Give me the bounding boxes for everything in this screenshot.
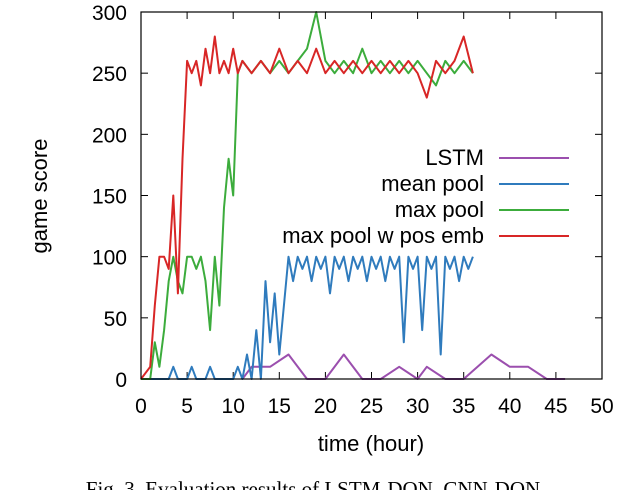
- y-tick-label: 50: [104, 308, 127, 331]
- series-line-max-pool-w-pos-emb: [140, 35, 474, 380]
- x-tick-label: 0: [135, 395, 147, 418]
- series-line-mean-pool: [141, 255, 474, 380]
- x-tick-label: 15: [268, 395, 291, 418]
- series-group: [140, 11, 566, 380]
- x-tick-label: 5: [181, 395, 193, 418]
- x-tick-label: 25: [360, 395, 383, 418]
- y-tick-label: 300: [92, 2, 127, 25]
- x-tick-label: 50: [590, 395, 613, 418]
- legend-label: max pool: [395, 197, 484, 222]
- x-tick-label: 35: [452, 395, 475, 418]
- x-axis-title: time (hour): [318, 431, 424, 456]
- axis-ticks: 0 5 10 15 20 25 30 35 40 45 50 0 50 100 150 200 250 300: [92, 2, 614, 418]
- legend-label: max pool w pos emb: [282, 223, 484, 248]
- figure-caption: Fig. 3. Evaluation results of LSTM-DQN, …: [86, 477, 540, 490]
- x-tick-label: 40: [498, 395, 521, 418]
- y-axis-title: game score: [27, 139, 52, 254]
- x-tick-label: 10: [222, 395, 245, 418]
- plot-frame: [140, 11, 603, 380]
- x-tick-label: 30: [406, 395, 429, 418]
- y-tick-label: 150: [92, 186, 127, 209]
- y-tick-label: 250: [92, 63, 127, 86]
- y-tick-label: 0: [115, 369, 127, 392]
- series-line-lstm: [241, 353, 566, 380]
- y-tick-label: 100: [92, 247, 127, 270]
- x-tick-label: 20: [314, 395, 337, 418]
- legend-label: LSTM: [425, 145, 484, 170]
- x-tick-label: 45: [544, 395, 567, 418]
- y-tick-label: 200: [92, 124, 127, 147]
- legend-label: mean pool: [381, 171, 484, 196]
